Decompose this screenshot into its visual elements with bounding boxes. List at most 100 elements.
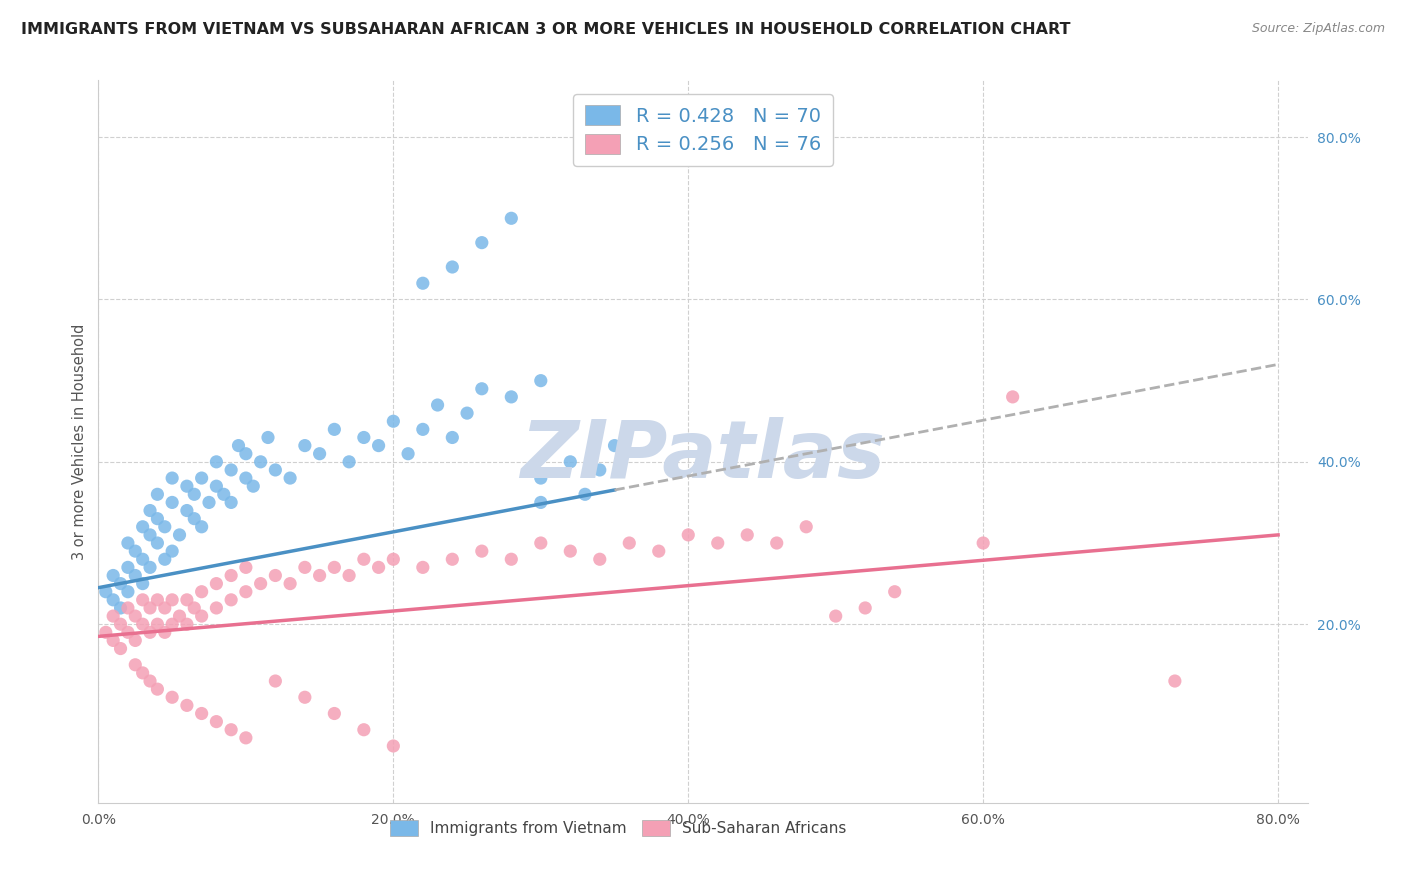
Point bbox=[530, 536, 553, 550]
Point bbox=[160, 495, 183, 509]
Point bbox=[589, 552, 612, 566]
Point bbox=[153, 520, 176, 534]
Point bbox=[101, 568, 124, 582]
Point bbox=[139, 625, 162, 640]
Point bbox=[160, 617, 183, 632]
Point bbox=[124, 609, 146, 624]
Point bbox=[131, 617, 153, 632]
Point bbox=[367, 439, 389, 453]
Point bbox=[110, 601, 132, 615]
Point bbox=[235, 471, 257, 485]
Point bbox=[735, 528, 758, 542]
Point bbox=[367, 560, 389, 574]
Point bbox=[205, 479, 228, 493]
Point bbox=[264, 568, 287, 582]
Point bbox=[441, 430, 464, 444]
Point bbox=[139, 673, 162, 688]
Point bbox=[412, 277, 434, 291]
Point bbox=[124, 544, 146, 558]
Point bbox=[235, 731, 257, 745]
Legend: Immigrants from Vietnam, Sub-Saharan Africans: Immigrants from Vietnam, Sub-Saharan Afr… bbox=[384, 814, 852, 842]
Point bbox=[190, 520, 212, 534]
Point bbox=[706, 536, 728, 550]
Point bbox=[264, 673, 287, 688]
Point bbox=[212, 487, 235, 501]
Point bbox=[323, 422, 346, 436]
Point bbox=[794, 520, 817, 534]
Point bbox=[235, 584, 257, 599]
Point bbox=[160, 471, 183, 485]
Point bbox=[249, 576, 271, 591]
Point bbox=[101, 609, 124, 624]
Point bbox=[883, 584, 905, 599]
Point bbox=[124, 657, 146, 672]
Point bbox=[603, 439, 626, 453]
Point bbox=[235, 560, 257, 574]
Point bbox=[131, 552, 153, 566]
Point bbox=[426, 398, 449, 412]
Point bbox=[131, 576, 153, 591]
Point bbox=[560, 455, 582, 469]
Point bbox=[190, 706, 212, 721]
Point bbox=[131, 520, 153, 534]
Point bbox=[94, 584, 117, 599]
Point bbox=[441, 552, 464, 566]
Text: Source: ZipAtlas.com: Source: ZipAtlas.com bbox=[1251, 22, 1385, 36]
Point bbox=[530, 495, 553, 509]
Point bbox=[146, 592, 169, 607]
Point bbox=[205, 576, 228, 591]
Point bbox=[278, 471, 301, 485]
Text: ZIPatlas: ZIPatlas bbox=[520, 417, 886, 495]
Point bbox=[589, 463, 612, 477]
Point bbox=[139, 528, 162, 542]
Point bbox=[146, 682, 169, 697]
Point bbox=[678, 528, 700, 542]
Point bbox=[169, 609, 191, 624]
Point bbox=[853, 601, 876, 615]
Point bbox=[219, 463, 242, 477]
Point bbox=[396, 447, 419, 461]
Point bbox=[323, 560, 346, 574]
Point bbox=[278, 576, 301, 591]
Point bbox=[219, 568, 242, 582]
Point bbox=[353, 430, 375, 444]
Point bbox=[205, 601, 228, 615]
Point bbox=[353, 723, 375, 737]
Point bbox=[139, 601, 162, 615]
Point bbox=[183, 601, 205, 615]
Point bbox=[824, 609, 846, 624]
Point bbox=[765, 536, 787, 550]
Point bbox=[530, 471, 553, 485]
Point bbox=[160, 592, 183, 607]
Point bbox=[131, 592, 153, 607]
Point bbox=[219, 495, 242, 509]
Point bbox=[471, 544, 494, 558]
Point bbox=[219, 592, 242, 607]
Point bbox=[101, 592, 124, 607]
Point bbox=[308, 568, 330, 582]
Point bbox=[94, 625, 117, 640]
Point bbox=[146, 487, 169, 501]
Text: IMMIGRANTS FROM VIETNAM VS SUBSAHARAN AFRICAN 3 OR MORE VEHICLES IN HOUSEHOLD CO: IMMIGRANTS FROM VIETNAM VS SUBSAHARAN AF… bbox=[21, 22, 1070, 37]
Point bbox=[146, 617, 169, 632]
Point bbox=[146, 511, 169, 525]
Point bbox=[110, 617, 132, 632]
Point bbox=[176, 698, 198, 713]
Point bbox=[146, 536, 169, 550]
Point bbox=[560, 544, 582, 558]
Point bbox=[337, 455, 360, 469]
Point bbox=[648, 544, 671, 558]
Point bbox=[382, 552, 405, 566]
Point bbox=[249, 455, 271, 469]
Point bbox=[183, 487, 205, 501]
Point bbox=[264, 463, 287, 477]
Point bbox=[471, 235, 494, 250]
Point bbox=[294, 560, 316, 574]
Point bbox=[198, 495, 221, 509]
Point bbox=[153, 625, 176, 640]
Point bbox=[308, 447, 330, 461]
Point bbox=[117, 560, 139, 574]
Point bbox=[337, 568, 360, 582]
Point bbox=[323, 706, 346, 721]
Point bbox=[153, 601, 176, 615]
